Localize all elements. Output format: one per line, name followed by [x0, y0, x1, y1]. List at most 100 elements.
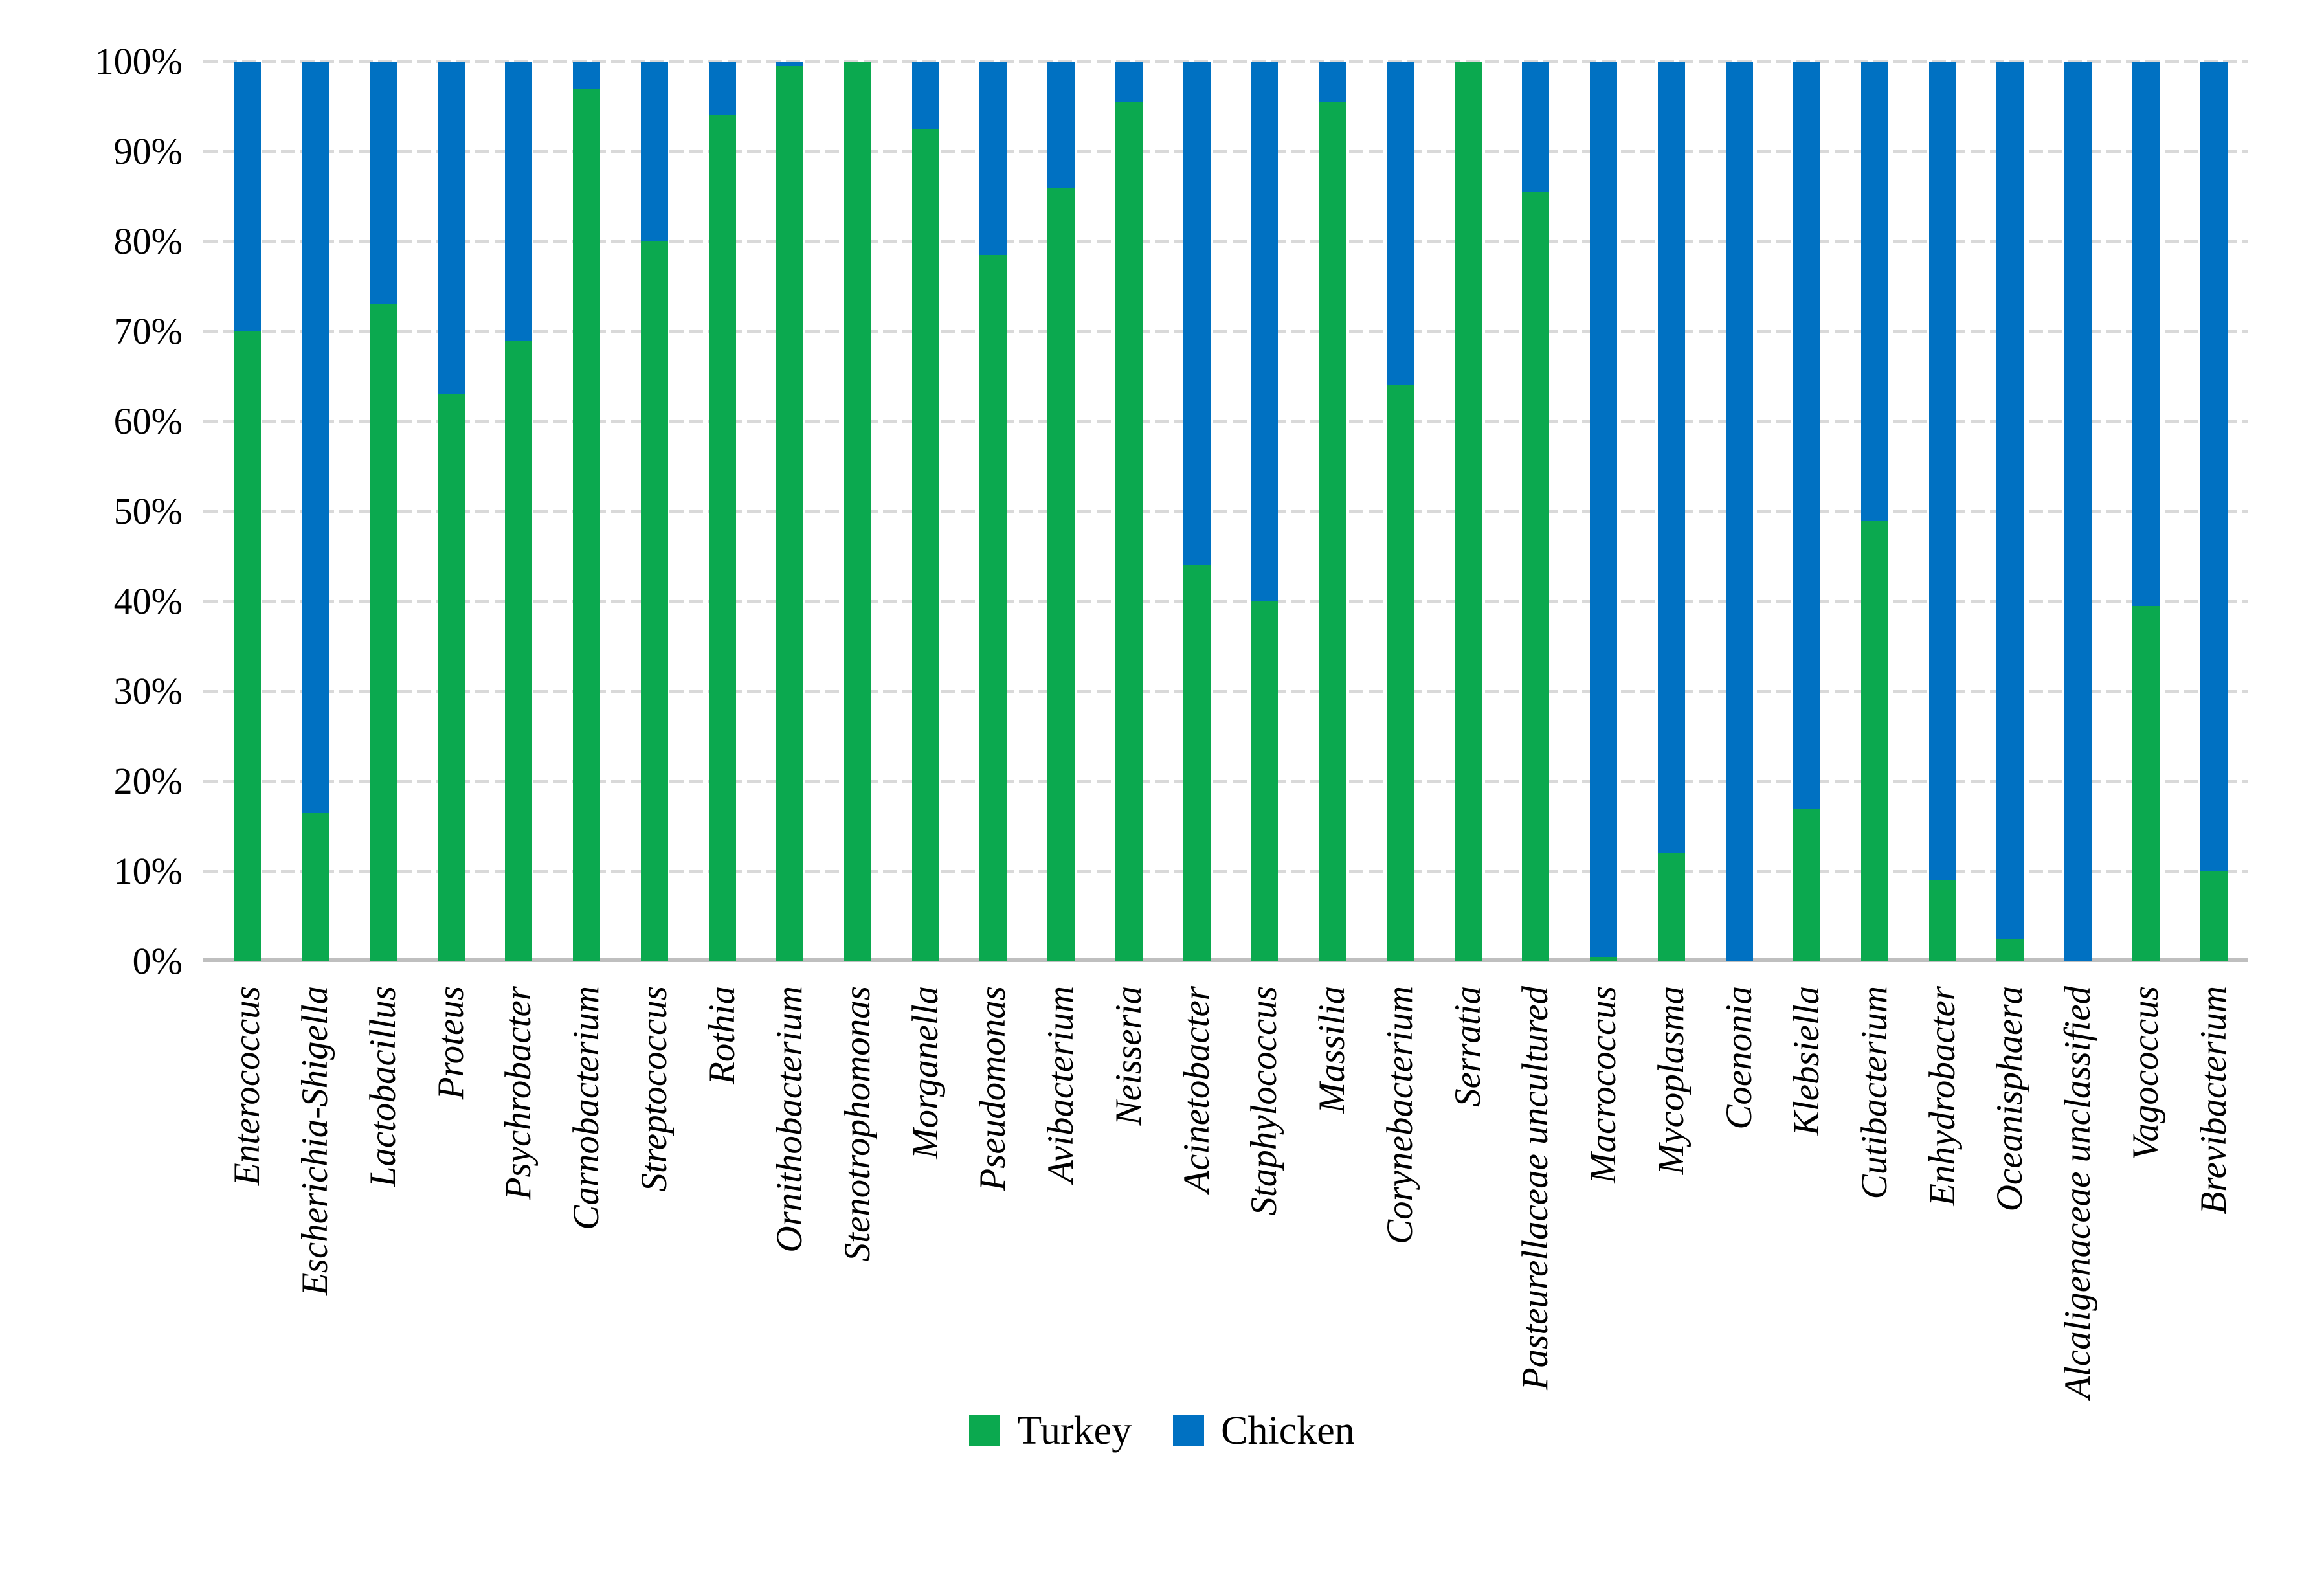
turkey-segment: [844, 62, 871, 961]
y-tick-label: 10%: [113, 850, 183, 892]
bar-Rothia: [708, 62, 736, 961]
turkey-segment: [1115, 102, 1143, 961]
turkey-segment: [1657, 853, 1685, 961]
bar-slot: [282, 62, 350, 961]
chicken-segment: [505, 62, 533, 341]
chicken-segment: [369, 62, 397, 305]
chicken-segment: [1386, 62, 1414, 386]
bar-slot: [2112, 62, 2180, 961]
bar-slot: [1773, 62, 1841, 961]
bar-slot: [1095, 62, 1163, 961]
bar-slot: [1570, 62, 1638, 961]
y-tick-label: 40%: [113, 580, 183, 622]
turkey-segment: [1319, 102, 1346, 961]
y-tick-label: 20%: [113, 760, 183, 802]
turkey-segment: [1793, 808, 1821, 961]
x-label-Klebsiella: Klebsiella: [1786, 986, 1827, 1136]
bar-slot: [214, 62, 282, 961]
y-tick-label: 70%: [113, 310, 183, 352]
chicken-segment: [1725, 62, 1753, 961]
chicken-segment: [234, 62, 262, 331]
turkey-swatch-icon: [969, 1415, 1001, 1446]
y-tick-label: 60%: [113, 400, 183, 442]
bar-Serratia: [1454, 62, 1482, 961]
bar-slot: [756, 62, 824, 961]
bar-Alcaligenaceae unclassified: [2064, 62, 2092, 961]
turkey-segment: [911, 129, 939, 961]
turkey-segment: [1183, 565, 1211, 961]
y-tick-label: 0%: [132, 940, 183, 982]
bar-Stenotrophomonas: [844, 62, 871, 961]
x-label-Morganella: Morganella: [904, 986, 946, 1160]
x-axis-labels: Enterococcus Escherichia-Shigella Lactobac…: [214, 986, 2248, 1575]
bar-Vagococcus: [2132, 62, 2160, 961]
legend-item-chicken: Chicken: [1173, 1408, 1355, 1453]
x-label-Proteus: Proteus: [430, 986, 471, 1100]
bar-Avibacterium: [1047, 62, 1075, 961]
chicken-segment: [1996, 62, 2024, 939]
chicken-segment: [573, 62, 601, 89]
bar-slot: [688, 62, 756, 961]
x-label-Enterococcus: Enterococcus: [227, 986, 268, 1186]
x-label-Serratia: Serratia: [1447, 986, 1488, 1107]
turkey-segment: [1590, 957, 1618, 961]
bar-Neisseria: [1115, 62, 1143, 961]
bar-Klebsiella: [1793, 62, 1821, 961]
gridline-80%: [203, 240, 2248, 243]
gridline-20%: [203, 780, 2248, 783]
x-label-Mycoplasma: Mycoplasma: [1650, 986, 1692, 1175]
bar-Macrococcus: [1590, 62, 1618, 961]
gridline-0%: [203, 958, 2248, 962]
bars-container: [214, 62, 2248, 961]
bar-slot: [1163, 62, 1231, 961]
chicken-segment: [911, 62, 939, 129]
x-label-Alcaligenaceae unclassified: Alcaligenaceae unclassified: [2057, 986, 2099, 1399]
bar-slot: [1027, 62, 1095, 961]
chicken-segment: [1115, 62, 1143, 102]
chicken-segment: [437, 62, 465, 395]
bar-Massilia: [1319, 62, 1346, 961]
bar-slot: [2044, 62, 2112, 961]
bar-slot: [1299, 62, 1367, 961]
y-tick-label: 50%: [113, 490, 183, 532]
x-label-Avibacterium: Avibacterium: [1040, 986, 1082, 1183]
chicken-segment: [1793, 62, 1821, 809]
gridline-70%: [203, 330, 2248, 333]
turkey-segment: [2132, 605, 2160, 961]
bar-slot: [959, 62, 1027, 961]
x-label-Lactobacillus: Lactobacillus: [362, 986, 403, 1187]
bar-Ornithobacterium: [776, 62, 804, 961]
chicken-segment: [2064, 62, 2092, 961]
chicken-segment: [1590, 62, 1618, 958]
bar-slot: [2180, 62, 2248, 961]
x-label-Enhydrobacter: Enhydrobacter: [1921, 986, 1963, 1206]
bar-Mycoplasma: [1657, 62, 1685, 961]
x-label-Carnobacterium: Carnobacterium: [566, 986, 607, 1230]
y-tick-label: 100%: [95, 40, 183, 82]
chicken-segment: [1928, 62, 1956, 880]
legend-label-turkey: Turkey: [1017, 1409, 1132, 1453]
chicken-segment: [1183, 62, 1211, 566]
bar-Enhydrobacter: [1928, 62, 1956, 961]
turkey-segment: [979, 254, 1007, 961]
x-label-Oceanisphaera: Oceanisphaera: [1989, 986, 2031, 1212]
bar-Brevibacterium: [2200, 62, 2228, 961]
bar-slot: [891, 62, 959, 961]
bar-Morganella: [911, 62, 939, 961]
turkey-segment: [573, 88, 601, 961]
x-label-Rothia: Rothia: [701, 986, 743, 1084]
bar-slot: [1705, 62, 1773, 961]
turkey-segment: [1386, 385, 1414, 961]
x-label-Psychrobacter: Psychrobacter: [498, 986, 539, 1200]
x-label-Vagococcus: Vagococcus: [2125, 986, 2166, 1161]
chicken-segment: [2132, 62, 2160, 606]
bar-Lactobacillus: [369, 62, 397, 961]
chicken-swatch-icon: [1173, 1415, 1205, 1446]
bar-Escherichia-Shigella: [302, 62, 330, 961]
x-label-Neisseria: Neisseria: [1108, 986, 1149, 1126]
turkey-segment: [437, 394, 465, 961]
x-label-Cutibacterium: Cutibacterium: [1853, 986, 1895, 1200]
chicken-segment: [1657, 62, 1685, 854]
gridline-100%: [203, 60, 2248, 63]
bar-slot: [417, 62, 485, 961]
